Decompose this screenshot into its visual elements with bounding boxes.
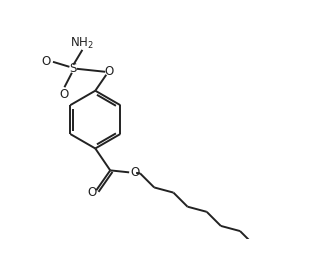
Text: S: S (70, 62, 77, 75)
Text: O: O (130, 166, 140, 179)
Text: NH$_2$: NH$_2$ (70, 36, 94, 51)
Text: O: O (88, 186, 97, 199)
Text: O: O (41, 55, 50, 68)
Text: O: O (105, 65, 114, 78)
Text: O: O (60, 88, 69, 101)
